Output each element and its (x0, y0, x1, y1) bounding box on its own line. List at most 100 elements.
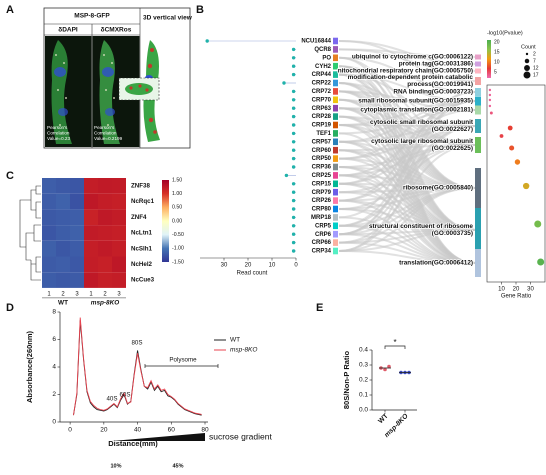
dot (387, 364, 391, 369)
colorbar-tick-label: 20 (494, 39, 500, 45)
legend-label: WT (230, 337, 240, 344)
group-label: WT (58, 300, 68, 307)
size-key-label: 17 (533, 72, 539, 78)
gene-node (333, 71, 338, 78)
size-key-label: 7 (533, 58, 536, 64)
lollipop-dot (284, 173, 289, 178)
heatmap-cell (70, 225, 84, 241)
gene-node (333, 239, 338, 246)
colorbar-tick-label: -0.50 (172, 232, 184, 238)
heatmap-cell (112, 256, 126, 273)
correlation-text: Correlation (94, 131, 117, 136)
heatmap-cell (70, 240, 84, 257)
sankey-link (338, 56, 476, 93)
y-tick-label: 0.2 (359, 377, 368, 384)
sankey-link (338, 250, 476, 264)
bubble (488, 98, 492, 102)
gene-node (333, 205, 338, 213)
size-key-label: 2 (533, 51, 536, 57)
gene-label: CRP80 (312, 207, 332, 213)
column-label: 1 (89, 291, 93, 297)
size-key (523, 71, 531, 79)
column-label: 3 (117, 291, 121, 297)
heatmap-cell (112, 240, 126, 257)
gene-label: CRP15 (312, 181, 332, 187)
gene-node (333, 79, 338, 87)
gene-node (333, 37, 338, 45)
y-tick-label: 0.1 (359, 392, 368, 399)
column-label: 2 (61, 291, 65, 297)
lollipop-dot (291, 232, 296, 236)
term-label: cytosolic small ribosomal subunit (370, 119, 474, 126)
bubble (537, 258, 545, 266)
gene-label: CRP22 (312, 81, 332, 87)
significance-label: * (393, 338, 396, 347)
gene-label: CRP26 (312, 198, 332, 204)
gene-label: CRP44 (312, 72, 332, 78)
gene-node (333, 188, 338, 196)
gene-node (333, 230, 338, 238)
colorbar-tick-label: 0.00 (172, 218, 182, 224)
gene-label: MRP18 (311, 215, 332, 221)
heatmap-cell (84, 240, 98, 257)
significance-bracket (384, 345, 406, 349)
gene-label: CRP60 (312, 148, 332, 154)
legend-title: Count (521, 44, 536, 50)
lollipop-dot (291, 56, 296, 60)
heatmap-cell (112, 178, 126, 194)
term-node (475, 96, 481, 106)
x-tick-label: 60 (168, 427, 176, 434)
gene-node (333, 222, 338, 230)
heatmap-cell (84, 193, 98, 210)
term-label: (GO:0003735) (432, 230, 473, 237)
term-label: cytoplasmic translation(GO:0002181) (360, 107, 473, 114)
gene-node (333, 155, 338, 162)
colorbar (487, 40, 491, 78)
line-series (73, 320, 202, 416)
x-tick-label: 10 (498, 287, 505, 293)
column-label: 2 (103, 291, 107, 297)
sankey-link (338, 48, 476, 72)
gene-node (333, 138, 338, 146)
term-label: small ribosomal subunit(GO:0015935) (358, 98, 473, 105)
gene-node (333, 121, 338, 129)
term-node (475, 54, 481, 60)
heatmap-cell (70, 256, 84, 273)
heatmap-cell (70, 178, 84, 194)
lollipop-dot (291, 215, 296, 220)
term-label: RNA binding(GO:0003723) (393, 89, 473, 96)
dot (383, 367, 387, 372)
gradient-end-label: 10% (110, 463, 121, 469)
panel-label: A (6, 4, 14, 16)
lollipop-dot (291, 207, 296, 211)
term-node (475, 168, 481, 208)
lollipop-dot (291, 156, 296, 161)
gene-node (333, 146, 338, 154)
view-title: 3D vertical view (143, 15, 193, 22)
y-tick-label: 0.4 (359, 347, 368, 354)
gene-label: TEF1 (316, 131, 331, 137)
gene-node (333, 113, 338, 120)
y-tick-label: 6 (52, 336, 56, 343)
x-tick-label: 10 (269, 263, 276, 269)
lollipop-dot (291, 240, 296, 245)
lollipop-dot (291, 131, 296, 136)
sankey-link (338, 125, 476, 252)
heatmap-cell (84, 178, 98, 194)
sankey-link (338, 229, 476, 252)
heatmap-cell (42, 225, 56, 241)
row-label: ZNF38 (131, 182, 150, 189)
x-tick-label: 20 (513, 287, 520, 293)
term-label: structural constituent of ribosome (369, 223, 473, 230)
gradient-wedge (112, 433, 205, 441)
heatmap-cell (84, 256, 98, 273)
heatmap-cell (98, 178, 112, 194)
gene-label: CRP57 (312, 139, 332, 145)
lollipop-dot (291, 114, 296, 119)
legend-label: msp-8KO (230, 347, 257, 354)
heatmap-cell (84, 272, 98, 288)
row-label: NcHel2 (131, 261, 153, 268)
heatmap-cell (84, 225, 98, 241)
panel-label: E (316, 302, 323, 314)
